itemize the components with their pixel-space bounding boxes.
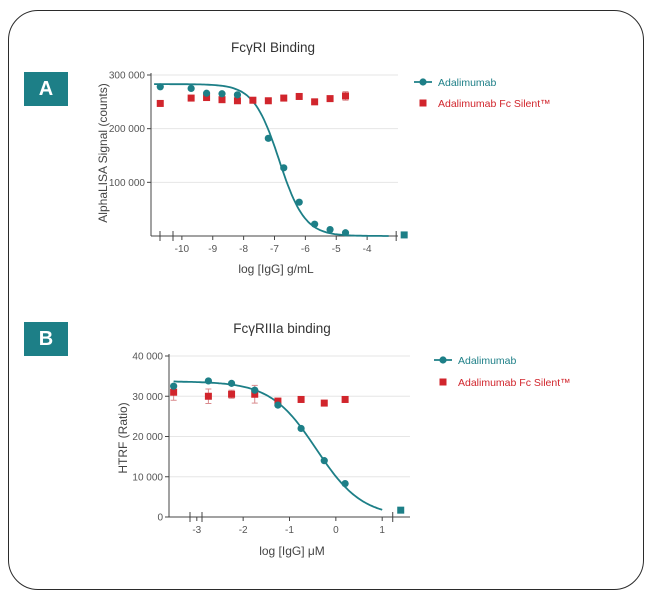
chart-a-series-2-point-11 xyxy=(342,92,350,100)
chart-b-ytick-label-4: 40 000 xyxy=(132,352,163,363)
chart-a-series-1-point-7 xyxy=(295,198,303,206)
chart-b-ytick-label-1: 10 000 xyxy=(132,472,163,483)
chart-b-series-1-point-3 xyxy=(251,386,259,394)
chart-a-series-1-point-8 xyxy=(311,220,319,228)
chart-a-series-2-point-10 xyxy=(326,95,334,103)
chart-b-legend-2-label: Adalimumab Fc Silent™ xyxy=(458,377,571,389)
chart-b-xtick-label-3: 0 xyxy=(333,525,339,536)
chart-b-ytick-label-0: 0 xyxy=(157,513,163,524)
chart-a-title: FcγRI Binding xyxy=(231,40,315,55)
chart-b-title: FcγRIIIa binding xyxy=(233,321,331,336)
chart-b-xlabel: log [IgG] μM xyxy=(259,544,325,558)
chart-a-series-1-fit-curve xyxy=(154,83,389,237)
chart-b-legend-1-label: Adalimumab xyxy=(458,355,517,367)
charts-canvas: FcγRI Binding log [IgG] g/mL AlphaLISA S… xyxy=(96,40,571,558)
chart-a-series-2-point-2 xyxy=(203,94,211,102)
chart-b-series-2-point-5 xyxy=(297,395,305,403)
chart-a-xlabel: log [IgG] g/mL xyxy=(238,262,314,276)
chart-a-xtick-label-0: -10 xyxy=(175,244,190,255)
chart-a-series-1-baseline-point xyxy=(400,231,408,239)
chart-a-ytick-label-0: 100 000 xyxy=(109,178,146,189)
chart-a-legend-1-label: Adalimumab xyxy=(438,77,497,89)
chart-a-series-2-point-4 xyxy=(233,97,241,105)
chart-b-xtick-label-2: -1 xyxy=(285,525,294,536)
chart-b-ytick-label-3: 30 000 xyxy=(132,392,163,403)
chart-a-series-1-point-9 xyxy=(326,225,334,234)
chart-b-series-1-point-6 xyxy=(320,457,328,465)
chart-a-series-2-point-1 xyxy=(187,94,195,102)
chart-b-series-1-point-4 xyxy=(274,401,282,409)
chart-a-series-2-point-9 xyxy=(311,98,319,106)
chart-a-series-1-point-2 xyxy=(202,89,211,97)
chart-a-xtick-label-4: -6 xyxy=(301,244,310,255)
panel-b-badge: B xyxy=(24,322,68,356)
chart-a-series-1-point-0 xyxy=(156,83,164,91)
chart-b-series-1-point-0 xyxy=(170,382,178,390)
chart-b-series-2-point-4 xyxy=(274,397,282,405)
chart-a-series-2-point-5 xyxy=(249,96,257,104)
chart-b-xtick-label-4: 1 xyxy=(379,525,385,536)
chart-a-xtick-label-6: -4 xyxy=(363,244,372,255)
chart-a-ytick-label-2: 300 000 xyxy=(109,71,146,82)
chart-b-series-2-point-7 xyxy=(341,395,349,403)
chart-a-series-1-point-1 xyxy=(187,84,195,93)
chart-b-ylabel: HTRF (Ratio) xyxy=(116,402,130,473)
chart-b-xtick-label-1: -2 xyxy=(239,525,248,536)
chart-a-legend-2-marker xyxy=(419,99,427,107)
chart-b-series-2-point-2 xyxy=(228,390,236,398)
chart-a-series-2-point-3 xyxy=(218,96,226,104)
chart-b-series-2-point-6 xyxy=(320,399,328,407)
chart-b-series-2-point-1 xyxy=(204,392,212,400)
chart-b-xtick-label-0: -3 xyxy=(192,525,201,536)
chart-b-series-1-point-2 xyxy=(227,379,236,387)
chart-a-series-1-point-4 xyxy=(233,91,242,99)
chart-b-series-1-point-1 xyxy=(204,377,212,385)
chart-a-legend-1-marker xyxy=(419,78,427,86)
chart-b-legend-2-marker xyxy=(439,378,447,386)
chart-a-xtick-label-3: -7 xyxy=(270,244,279,255)
chart-a-series-1-point-6 xyxy=(280,164,288,172)
chart-a-series-1-point-10 xyxy=(341,229,350,237)
chart-b-series-2-point-3 xyxy=(251,390,259,398)
chart-a-xtick-label-5: -5 xyxy=(332,244,341,255)
chart-a-ylabel: AlphaLISA Signal (counts) xyxy=(96,83,110,222)
chart-b-ytick-label-2: 20 000 xyxy=(132,432,163,443)
chart-a-xtick-label-2: -8 xyxy=(239,244,248,255)
chart-b-series-1-baseline-point xyxy=(397,506,405,514)
chart-a-xtick-label-1: -9 xyxy=(208,244,217,255)
chart-a-series-2-point-8 xyxy=(295,92,303,100)
chart-b-series-1-point-5 xyxy=(297,424,305,433)
chart-a-series-2-point-6 xyxy=(264,97,272,105)
panel-a-badge: A xyxy=(24,72,68,106)
chart-a-series-2-point-0 xyxy=(156,99,164,107)
chart-b-series-2-point-0 xyxy=(170,388,178,396)
chart-a-series-2-point-7 xyxy=(280,94,288,102)
chart-a-legend-2-label: Adalimumab Fc Silent™ xyxy=(438,98,551,110)
chart-b-legend-1-marker xyxy=(439,356,447,364)
chart-a-ytick-label-1: 200 000 xyxy=(109,124,146,135)
chart-b-series-1-point-7 xyxy=(341,479,349,488)
chart-a-series-1-point-5 xyxy=(264,134,272,142)
chart-a-series-1-point-3 xyxy=(218,90,226,98)
